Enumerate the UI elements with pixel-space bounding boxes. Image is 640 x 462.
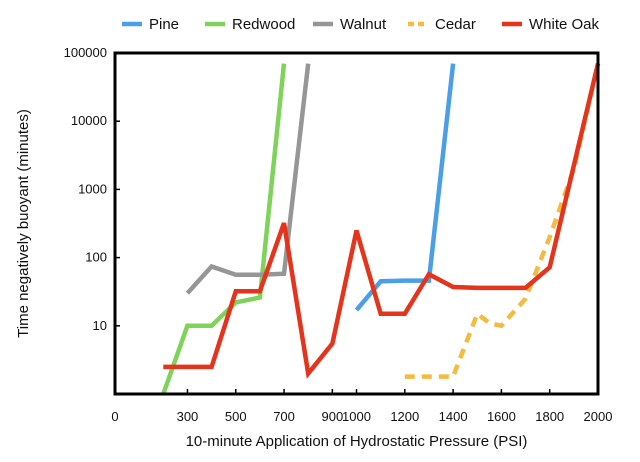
x-tick-label: 700	[273, 409, 295, 424]
x-tick-label: 300	[177, 409, 199, 424]
x-tick-label: 0	[111, 409, 118, 424]
x-tick-label: 500	[225, 409, 247, 424]
y-axis-title: Time negatively buoyant (minutes)	[15, 109, 32, 338]
y-axis: 10 100 1000 10000 100000	[64, 45, 120, 333]
legend-label-cedar: Cedar	[435, 16, 476, 33]
legend-label-pine: Pine	[149, 16, 179, 33]
x-tick-label: 1200	[390, 409, 419, 424]
x-tick-label: 1800	[535, 409, 564, 424]
legend: Pine Redwood Walnut Cedar White Oak	[122, 16, 600, 33]
series-layer	[161, 63, 601, 395]
series-line-cedar	[404, 63, 601, 379]
plot-area-frame	[113, 51, 600, 396]
y-tick-label: 1000	[78, 181, 107, 196]
legend-label-walnut: Walnut	[340, 16, 387, 33]
x-axis-title: 10-minute Application of Hydrostatic Pre…	[186, 433, 528, 450]
legend-label-redwood: Redwood	[232, 16, 295, 33]
y-tick-label: 10000	[71, 113, 107, 128]
legend-label-white-oak: White Oak	[529, 16, 600, 33]
y-tick-label: 100	[85, 250, 107, 265]
x-tick-label: 900	[321, 409, 343, 424]
y-tick-label: 100000	[64, 45, 107, 60]
x-tick-label: 1000	[342, 409, 371, 424]
series-line-redwood	[161, 63, 287, 395]
y-tick-label: 10	[93, 318, 107, 333]
x-tick-label: 1600	[487, 409, 516, 424]
x-tick-label: 2000	[584, 409, 613, 424]
series-line-white-oak	[163, 63, 601, 379]
x-tick-label: 1400	[439, 409, 468, 424]
